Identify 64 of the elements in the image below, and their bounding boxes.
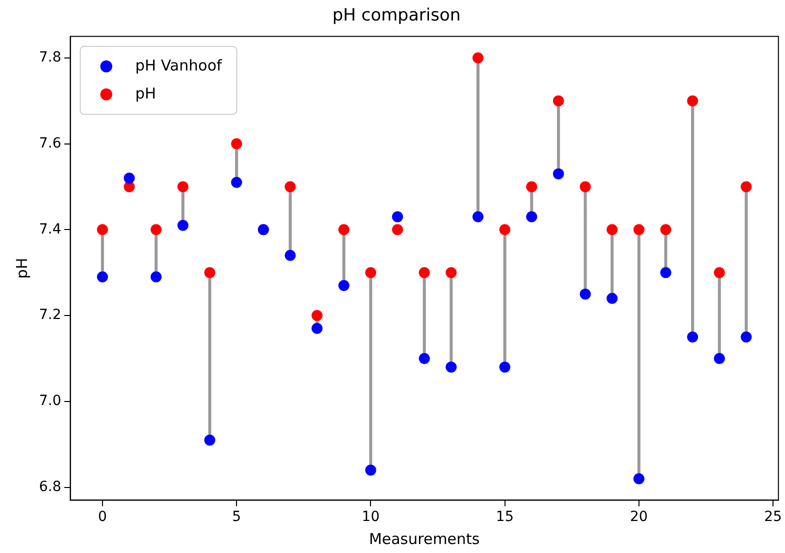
x-tick-label: 5 <box>232 509 242 526</box>
point <box>687 95 698 106</box>
point <box>446 267 457 278</box>
point <box>418 352 430 364</box>
point <box>177 181 188 192</box>
point <box>365 464 376 476</box>
point <box>96 224 108 236</box>
point <box>499 224 510 236</box>
point <box>526 211 538 222</box>
point <box>714 352 725 364</box>
point <box>580 181 591 192</box>
y-tick-label: 7.6 <box>39 135 62 152</box>
point <box>472 211 484 222</box>
point <box>96 271 108 282</box>
point <box>740 332 752 343</box>
y-tick-label: 7.2 <box>39 307 62 324</box>
point <box>124 172 135 184</box>
point <box>418 267 430 278</box>
y-tick-label: 6.8 <box>39 478 62 495</box>
point <box>231 138 242 150</box>
point <box>472 52 484 64</box>
point <box>687 332 698 343</box>
point <box>312 310 323 322</box>
legend-label: pH Vanhoof <box>135 56 222 74</box>
y-tick-label: 7.4 <box>39 221 62 238</box>
x-tick-label: 15 <box>496 509 514 526</box>
y-axis-title: pH <box>12 258 31 279</box>
point <box>231 176 242 188</box>
point <box>552 168 564 180</box>
x-axis-title: Measurements <box>368 530 480 548</box>
point <box>312 322 323 334</box>
y-tick-label: 7.0 <box>39 393 62 410</box>
point <box>660 267 672 278</box>
x-tick-label: 10 <box>362 509 380 526</box>
point <box>633 224 644 236</box>
chart-title: pH comparison <box>332 6 461 26</box>
point <box>606 224 618 236</box>
point <box>552 95 564 106</box>
point <box>150 271 162 282</box>
x-tick-label: 20 <box>630 509 648 526</box>
point <box>499 362 510 373</box>
point <box>365 267 376 278</box>
point <box>660 224 672 236</box>
point <box>177 220 188 231</box>
point <box>714 267 725 278</box>
point <box>150 224 162 236</box>
point <box>392 224 404 236</box>
x-tick-label: 25 <box>764 509 782 526</box>
point <box>284 250 296 261</box>
point <box>204 267 216 278</box>
point <box>446 362 457 373</box>
point <box>392 211 404 222</box>
point <box>338 224 350 236</box>
y-tick-label: 7.8 <box>39 50 62 66</box>
point <box>633 473 644 484</box>
x-tick-label: 0 <box>98 509 107 526</box>
point <box>204 434 216 446</box>
point <box>284 181 296 192</box>
legend-label: pH <box>135 84 156 102</box>
point <box>740 181 752 192</box>
point <box>526 181 538 192</box>
point <box>580 288 591 300</box>
point <box>606 292 618 304</box>
point <box>338 280 350 291</box>
